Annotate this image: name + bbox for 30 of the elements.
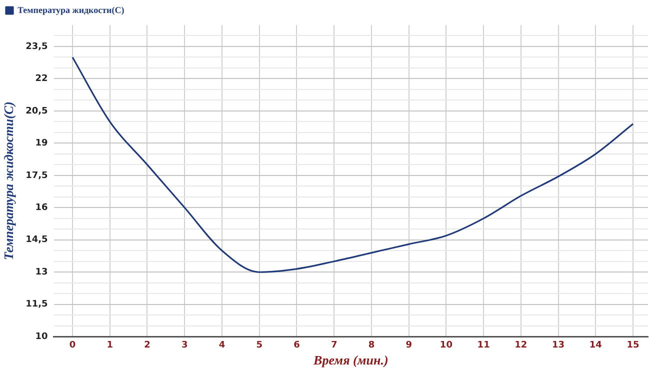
x-tick-label: 7 (330, 340, 338, 350)
y-tick-label: 22 (35, 74, 48, 84)
line-series (72, 56, 634, 273)
y-tick-label: 19 (35, 138, 48, 149)
y-tick-label: 16 (35, 203, 48, 214)
x-tick-label: 5 (256, 340, 262, 350)
legend-label: Температура жидкости(С) (18, 4, 124, 15)
x-tick-label: 1 (106, 340, 113, 350)
y-tick-label: 10 (35, 332, 48, 342)
y-tick-label: 13 (35, 267, 48, 278)
x-tick-label: 14 (589, 340, 602, 350)
x-tick-label: 3 (181, 340, 188, 350)
y-tick-label: 11,5 (26, 300, 48, 310)
x-tick-label: 9 (406, 340, 412, 350)
x-tick-label: 2 (144, 340, 150, 350)
x-tick-label: 4 (218, 340, 226, 350)
x-tick-label: 0 (69, 340, 76, 350)
x-tick-label: 11 (477, 340, 490, 350)
y-tick-label: 17,5 (26, 170, 48, 181)
y-axis-title: Температура жидкости(С) (1, 102, 16, 260)
x-tick-label: 15 (626, 340, 640, 350)
x-tick-label: 8 (368, 340, 375, 350)
y-tick-label: 23,5 (26, 42, 48, 52)
x-axis-title: Время (мин.) (312, 352, 388, 368)
y-tick-label: 14,5 (26, 235, 48, 246)
x-tick-label: 10 (440, 340, 452, 350)
y-tick-label: 20,5 (26, 106, 48, 116)
x-tick-label: 12 (514, 340, 528, 350)
x-tick-label: 6 (294, 340, 300, 350)
x-tick-label: 13 (552, 340, 565, 350)
